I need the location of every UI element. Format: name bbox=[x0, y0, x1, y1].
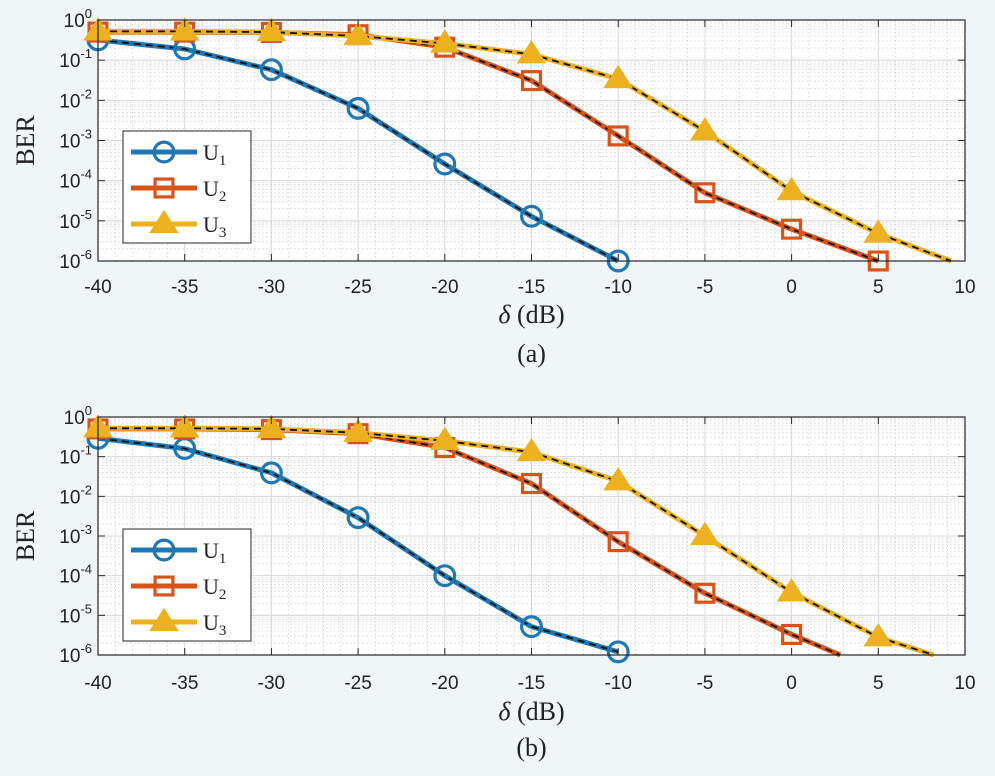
x-tick-label: 10 bbox=[954, 277, 975, 298]
data-point-u3 bbox=[690, 117, 720, 141]
data-point-u3 bbox=[603, 64, 634, 89]
legend-marker-u1 bbox=[152, 140, 176, 164]
data-point-u1 bbox=[520, 204, 543, 228]
data-point-u2 bbox=[694, 582, 716, 604]
data-point-u3 bbox=[690, 521, 720, 546]
x-tick-label: 5 bbox=[873, 673, 884, 694]
x-tick-label: -15 bbox=[518, 673, 545, 694]
y-tick-label: 10-3 bbox=[59, 522, 92, 548]
data-point-u1 bbox=[520, 615, 543, 639]
legend-marker-u2 bbox=[153, 575, 175, 597]
data-point-u3 bbox=[516, 437, 547, 462]
x-tick-label: -35 bbox=[171, 277, 198, 298]
data-point-u3 bbox=[429, 426, 460, 451]
x-tick-label: -30 bbox=[258, 673, 285, 694]
x-axis-label: δ (dB) bbox=[498, 697, 564, 726]
y-tick-label: 10-1 bbox=[59, 443, 92, 469]
x-axis-label: δ (dB) bbox=[498, 300, 564, 329]
data-point-u3 bbox=[256, 17, 287, 42]
x-tick-label: -40 bbox=[84, 277, 111, 298]
data-point-u3 bbox=[603, 467, 634, 491]
data-point-u2 bbox=[781, 623, 803, 645]
legend: U1 U2 U3 bbox=[122, 528, 252, 642]
x-tick-label: 0 bbox=[786, 277, 797, 298]
legend-marker-u2 bbox=[153, 177, 175, 199]
panel-caption: (a) bbox=[517, 339, 546, 368]
y-tick-label: 10-6 bbox=[59, 641, 92, 667]
x-tick-label: -15 bbox=[518, 277, 545, 298]
x-tick-label: -25 bbox=[344, 673, 371, 694]
data-point-u3 bbox=[863, 219, 894, 243]
data-point-u1 bbox=[259, 461, 283, 485]
x-tick-label: -35 bbox=[171, 673, 198, 694]
y-tick-label: 10-4 bbox=[59, 167, 92, 193]
x-tick-label: -5 bbox=[696, 673, 713, 694]
data-point-u1 bbox=[433, 564, 457, 588]
x-tick-label: -10 bbox=[604, 673, 631, 694]
legend-label-u3: U3 bbox=[203, 610, 226, 639]
y-tick-label: 10-2 bbox=[59, 86, 92, 112]
data-point-u3 bbox=[256, 414, 287, 439]
x-tick-label: -20 bbox=[431, 277, 458, 298]
panel-a: -40 -35 -30 -25 -20 -15 -10 -5 0 5 10 100 10-1 10-2 10… bbox=[11, 6, 976, 368]
data-point-u2 bbox=[607, 531, 629, 553]
x-tick-label: 10 bbox=[954, 673, 975, 694]
x-tick-label: 5 bbox=[873, 277, 884, 298]
data-point-u3 bbox=[429, 29, 460, 53]
panel-caption: (b) bbox=[516, 733, 546, 762]
x-tick-label: -40 bbox=[84, 673, 111, 694]
y-tick-label: 100 bbox=[64, 6, 92, 32]
y-tick-label: 10-6 bbox=[59, 247, 92, 273]
data-point-u1 bbox=[433, 152, 457, 176]
data-point-u2 bbox=[694, 182, 716, 204]
panel-b: -40 -35 -30 -25 -20 -15 -10 -5 0 5 10 100 10-1 10-2 10… bbox=[11, 403, 976, 762]
data-point-u1 bbox=[259, 58, 283, 82]
data-point-u3 bbox=[169, 414, 200, 438]
theory-line-u1 bbox=[97, 437, 619, 653]
data-point-u1 bbox=[346, 96, 370, 120]
y-tick-label: 10-3 bbox=[59, 127, 92, 153]
y-tick-label: 10-4 bbox=[59, 562, 92, 588]
data-point-u3 bbox=[169, 17, 200, 41]
data-point-u2 bbox=[607, 125, 629, 147]
y-tick-label: 10-2 bbox=[59, 482, 92, 508]
y-tick-label: 10-5 bbox=[59, 207, 92, 233]
x-tick-label: -20 bbox=[431, 673, 458, 694]
data-point-u2 bbox=[520, 70, 543, 92]
y-axis-label: BER bbox=[11, 115, 40, 166]
data-point-u3 bbox=[516, 40, 547, 64]
data-point-u3 bbox=[343, 418, 373, 442]
legend: U1 U2 U3 bbox=[122, 130, 252, 244]
data-point-u3 bbox=[863, 623, 894, 647]
x-tick-label: -5 bbox=[696, 277, 713, 298]
x-tick-label: 0 bbox=[786, 673, 797, 694]
legend-label-u3: U3 bbox=[203, 212, 226, 241]
series-u3 bbox=[83, 17, 952, 264]
data-point-u1 bbox=[346, 506, 370, 530]
data-point-u3 bbox=[343, 21, 373, 46]
data-point-u2 bbox=[520, 473, 543, 495]
legend-label-u1: U1 bbox=[203, 140, 226, 169]
data-point-u2 bbox=[781, 218, 803, 240]
data-point-u3 bbox=[776, 578, 807, 602]
legend-marker-u3 bbox=[149, 607, 179, 632]
x-tick-label: -25 bbox=[344, 277, 371, 298]
legend-label-u2: U2 bbox=[203, 574, 226, 603]
theory-line-u1 bbox=[97, 39, 619, 262]
y-tick-label: 10-5 bbox=[59, 601, 92, 627]
y-tick-label: 100 bbox=[64, 403, 92, 429]
legend-label-u2: U2 bbox=[203, 176, 226, 205]
x-tick-label: -30 bbox=[258, 277, 285, 298]
y-axis-label: BER bbox=[11, 510, 40, 561]
x-tick-label: -10 bbox=[604, 277, 631, 298]
data-point-u1 bbox=[606, 640, 630, 664]
legend-label-u1: U1 bbox=[203, 538, 226, 567]
legend-marker-u3 bbox=[149, 209, 179, 234]
series-u3 bbox=[83, 414, 935, 658]
y-tick-label: 10-1 bbox=[59, 46, 92, 72]
legend-marker-u1 bbox=[152, 538, 176, 562]
data-point-u3 bbox=[776, 176, 807, 201]
